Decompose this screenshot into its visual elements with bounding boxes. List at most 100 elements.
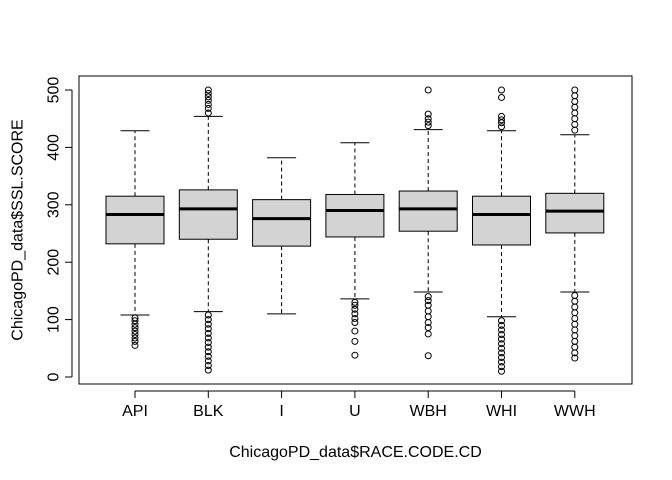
- outlier-point: [351, 301, 359, 309]
- outlier-point: [498, 86, 505, 94]
- outlier-point: [204, 334, 212, 342]
- outlier-point: [204, 362, 212, 370]
- x-tick-label: I: [279, 403, 283, 420]
- outlier-point: [204, 348, 212, 356]
- outlier-point: [204, 320, 212, 328]
- x-tick-label: API: [122, 403, 148, 420]
- outlier-point: [131, 337, 139, 345]
- outlier-point: [498, 349, 505, 357]
- outlier-point: [424, 118, 432, 126]
- outlier-point: [131, 324, 139, 332]
- box-iqr: [472, 195, 531, 246]
- outlier-point: [351, 305, 359, 313]
- outlier-point: [424, 122, 432, 130]
- outlier-point: [131, 334, 139, 342]
- outlier-point: [498, 317, 505, 325]
- outlier-point: [424, 352, 432, 360]
- x-tick-label: BLK: [193, 403, 224, 420]
- outlier-point: [204, 89, 212, 97]
- box-whi: [472, 86, 531, 375]
- x-axis: API BLK I U WBH WHI WWH: [122, 390, 596, 420]
- outlier-point: [424, 297, 432, 305]
- outlier-point: [351, 298, 359, 306]
- y-tick-label: 500: [46, 77, 63, 104]
- outlier-point: [571, 354, 579, 362]
- box-iqr: [178, 189, 238, 240]
- outlier-point: [131, 331, 139, 339]
- outlier-point: [204, 100, 212, 108]
- y-tick-label: 200: [46, 249, 63, 276]
- y-tick-label: 0: [46, 372, 63, 381]
- outlier-point: [498, 353, 505, 361]
- box-api: [105, 130, 165, 349]
- outlier-point: [498, 112, 505, 120]
- outlier-point: [351, 337, 359, 345]
- box-u: [325, 142, 385, 359]
- outlier-point: [204, 357, 212, 365]
- outlier-point: [498, 358, 505, 366]
- outlier-point: [498, 367, 505, 375]
- outlier-point: [351, 351, 359, 359]
- outlier-point: [204, 339, 212, 347]
- outlier-point: [204, 316, 212, 324]
- outlier-point: [498, 326, 505, 334]
- x-tick-label: WWH: [554, 403, 596, 420]
- y-tick-label: 400: [46, 134, 63, 161]
- outlier-point: [571, 86, 579, 94]
- outlier-point: [424, 115, 432, 123]
- outlier-point: [424, 293, 432, 301]
- outlier-point: [498, 340, 505, 348]
- y-tick-label: 100: [46, 306, 63, 333]
- outlier-point: [131, 327, 139, 335]
- outlier-point: [204, 325, 212, 333]
- x-tick-label: WHI: [486, 403, 517, 420]
- box-iqr: [252, 199, 312, 247]
- y-axis-label: ChicagoPD_data$SSL.SCORE: [10, 119, 27, 340]
- outlier-point: [498, 331, 505, 339]
- outlier-point: [424, 324, 432, 332]
- outlier-point: [498, 335, 505, 343]
- plot-frame: [78, 75, 633, 385]
- outlier-point: [351, 310, 359, 318]
- outlier-point: [204, 366, 212, 374]
- outlier-point: [571, 291, 579, 299]
- y-tick-label: 300: [46, 191, 63, 218]
- box-i: [252, 157, 312, 315]
- outlier-point: [351, 327, 359, 335]
- outlier-point: [351, 314, 359, 322]
- box-iqr: [545, 192, 605, 234]
- x-tick-label: U: [349, 403, 361, 420]
- outlier-point: [424, 110, 432, 118]
- outlier-point: [204, 311, 212, 319]
- outlier-point: [351, 318, 359, 326]
- box-series: [105, 86, 605, 375]
- outlier-point: [498, 116, 505, 124]
- outlier-point: [498, 93, 505, 101]
- y-axis: 0 100 200 300 400 500: [46, 77, 73, 381]
- x-tick-label: WBH: [410, 403, 447, 420]
- outlier-point: [498, 363, 505, 371]
- outlier-point: [131, 317, 139, 325]
- outlier-point: [424, 86, 432, 94]
- box-wbh: [398, 86, 458, 360]
- outlier-point: [131, 314, 139, 322]
- outlier-point: [498, 123, 505, 131]
- outlier-point: [204, 96, 212, 104]
- outlier-point: [204, 109, 212, 117]
- outlier-point: [204, 343, 212, 351]
- outlier-point: [204, 93, 212, 101]
- outlier-point: [204, 352, 212, 360]
- x-axis-label: ChicagoPD_data$RACE.CODE.CD: [229, 444, 482, 461]
- outlier-point: [131, 341, 139, 349]
- outlier-point: [204, 104, 212, 112]
- outlier-point: [204, 329, 212, 337]
- box-blk: [178, 86, 238, 374]
- outlier-point: [498, 321, 505, 329]
- box-iqr: [325, 193, 385, 238]
- box-wwh: [545, 86, 605, 362]
- outlier-point: [204, 86, 212, 94]
- box-iqr: [398, 190, 458, 232]
- outlier-point: [498, 344, 505, 352]
- box-iqr: [105, 195, 165, 245]
